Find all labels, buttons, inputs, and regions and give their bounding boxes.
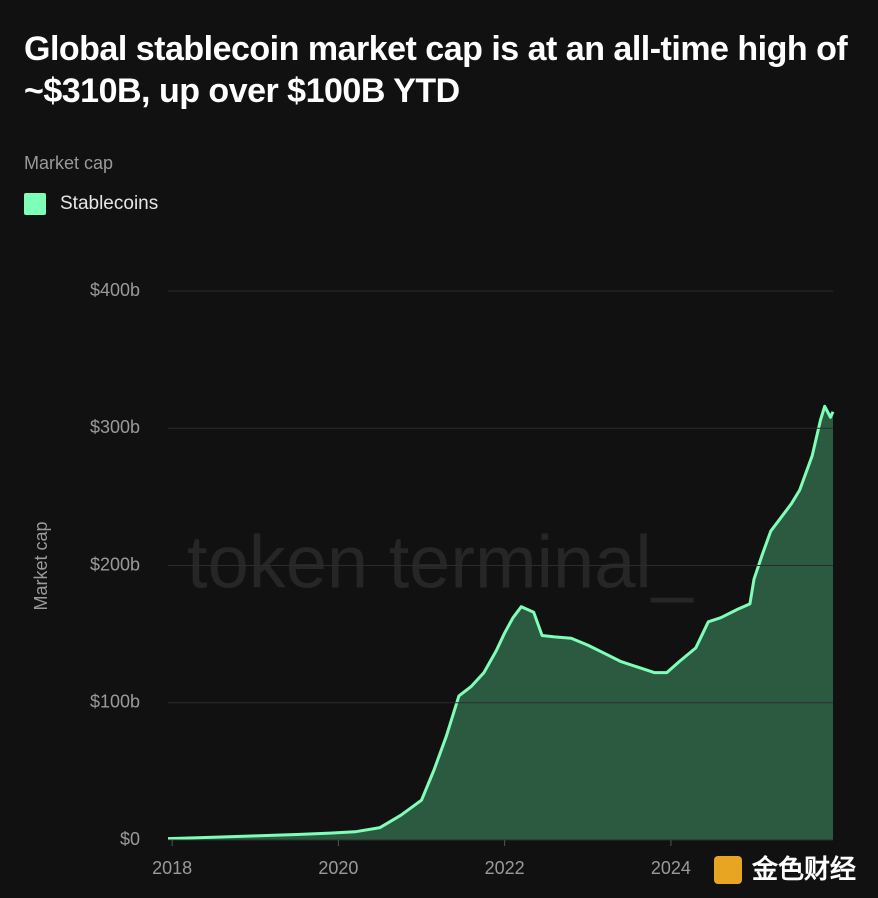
y-axis-label: Market cap [31,521,51,610]
x-tick-label: 2022 [485,858,525,878]
y-tick-label: $300b [90,417,140,437]
x-tick-label: 2024 [651,858,691,878]
chart-title: Global stablecoin market cap is at an al… [24,30,848,110]
line [167,404,835,841]
y-tick-label: $200b [90,554,140,574]
legend-swatch [24,193,46,215]
y-tick-label: $100b [90,692,140,712]
logo-icon [714,856,742,884]
legend-label: Stablecoins [60,193,158,214]
x-tick-label: 2018 [152,858,192,878]
y-tick-label: $400b [90,280,140,300]
area [168,406,833,840]
x-tick-label: 2020 [318,858,358,878]
watermark: token terminal_ [187,521,694,604]
y-tick-label: $0 [120,829,140,849]
legend-title: Market cap [24,153,113,173]
source-logo: 金色财经 [751,854,856,884]
